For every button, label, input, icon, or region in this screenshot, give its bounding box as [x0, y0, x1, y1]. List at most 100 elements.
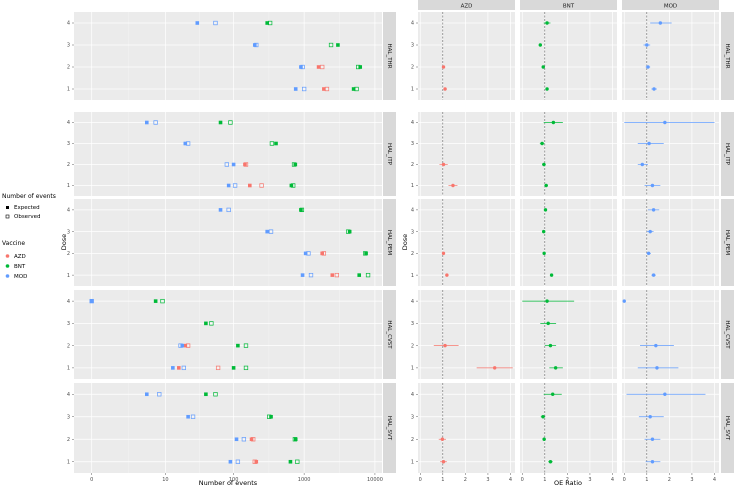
- strip-hal_itp: [721, 112, 734, 196]
- panel-hal_thr-azd: [418, 12, 515, 100]
- observed-point-mod: [235, 459, 241, 464]
- oe-point-mod: [658, 21, 663, 25]
- y-tick-label: 1: [67, 459, 70, 465]
- observed-point-azd: [243, 162, 249, 167]
- observed-point-bnt: [209, 321, 214, 326]
- panel-hal_thr: [74, 12, 382, 100]
- oe-point-bnt: [551, 120, 556, 125]
- expected-point-mod: [218, 208, 223, 212]
- strip-label-hal_svt: HAL_SVT: [386, 416, 392, 441]
- y-tick-label: 1: [411, 87, 414, 93]
- y-tick-label: 1: [67, 366, 70, 372]
- x-tick-label: 0: [623, 477, 626, 483]
- expected-point-mod: [144, 120, 149, 125]
- y-axis-title: Dose: [401, 234, 409, 250]
- expected-point-bnt: [236, 343, 240, 348]
- observed-point-bnt: [213, 392, 218, 397]
- panel-hal_svt-azd: [418, 383, 515, 473]
- legend-expected-symbol: [6, 206, 9, 209]
- y-tick-label: 4: [67, 299, 70, 305]
- legend-expected-label: Expected: [14, 205, 40, 211]
- oe-point-mod: [654, 343, 658, 348]
- x-tick-label: 1: [645, 477, 648, 483]
- x-axis-title: Number of events: [199, 479, 258, 485]
- y-tick-label: 4: [411, 208, 414, 214]
- y-axis-title: Dose: [60, 234, 68, 250]
- expected-point-mod: [265, 229, 269, 234]
- strip-label-hal_cvst: HAL_CVST: [386, 320, 392, 349]
- observed-point-bnt: [346, 229, 351, 234]
- legend: Number of events Expected Observed Vacci…: [2, 193, 56, 280]
- strip-label-hal_pem: HAL_PEM: [724, 230, 730, 256]
- strip-label-hal_cvst: HAL_CVST: [724, 320, 730, 349]
- oe-point-mod: [645, 43, 649, 47]
- oe-point-bnt: [541, 229, 546, 234]
- y-tick-label: 2: [67, 437, 70, 443]
- strip-label-mod: MOD: [664, 3, 677, 9]
- y-tick-label: 3: [67, 43, 70, 49]
- observed-point-bnt: [299, 207, 305, 213]
- oe-point-bnt: [551, 392, 555, 396]
- oe-point-bnt: [543, 208, 548, 212]
- panel-hal_pem-azd: [418, 199, 515, 286]
- panel-hal_thr-bnt: [520, 12, 617, 100]
- panel-hal_itp-azd: [418, 112, 515, 196]
- expected-point-mod: [293, 87, 298, 91]
- strip-mod: [622, 0, 719, 10]
- x-tick-label: 2: [566, 477, 569, 483]
- observed-point-azd: [215, 365, 221, 371]
- panel-hal_cvst-azd: [418, 290, 515, 379]
- expected-point-mod: [231, 162, 236, 167]
- strip-hal_svt: [383, 383, 396, 473]
- x-tick-label: 100: [229, 477, 239, 483]
- oe-point-azd: [441, 65, 446, 69]
- y-tick-label: 2: [67, 343, 70, 349]
- observed-point-bnt: [291, 162, 297, 167]
- oe-point-bnt: [548, 460, 553, 464]
- oe-point-bnt: [541, 65, 545, 69]
- expected-point-mod: [183, 141, 188, 146]
- x-tick-label: 0: [419, 477, 422, 483]
- observed-point-bnt: [292, 437, 298, 442]
- expected-point-mod: [144, 392, 149, 397]
- observed-point-mod: [268, 229, 274, 234]
- y-tick-label: 4: [67, 120, 70, 126]
- oe-point-mod: [663, 120, 667, 125]
- x-tick-label: 0: [521, 477, 524, 483]
- x-tick-label: 1: [441, 477, 444, 483]
- legend-observed-symbol: [5, 214, 10, 219]
- x-tick-label: 3: [690, 477, 693, 483]
- legend-bnt-label: BNT: [14, 264, 26, 270]
- expected-point-bnt: [293, 437, 298, 442]
- observed-point-mod: [300, 64, 305, 70]
- expected-point-mod: [195, 21, 200, 25]
- observed-point-bnt: [365, 272, 371, 278]
- y-tick-label: 3: [67, 141, 70, 147]
- legend-azd-label: AZD: [14, 254, 26, 260]
- expected-point-mod: [171, 366, 175, 370]
- y-tick-label: 4: [411, 120, 414, 126]
- oe-point-mod: [648, 415, 652, 419]
- expected-point-azd: [330, 273, 335, 277]
- expected-point-bnt: [204, 321, 208, 326]
- strip-hal_thr: [721, 12, 734, 100]
- y-tick-label: 4: [67, 392, 70, 398]
- observed-point-bnt: [243, 343, 249, 348]
- y-tick-label: 1: [411, 459, 414, 465]
- y-tick-label: 4: [411, 392, 414, 398]
- y-tick-label: 3: [67, 229, 70, 235]
- oe-point-azd: [441, 251, 446, 256]
- oe-point-azd: [440, 437, 445, 441]
- y-tick-label: 2: [411, 65, 414, 71]
- observed-point-azd: [324, 86, 330, 92]
- strip-label-azd: AZD: [461, 3, 473, 9]
- oe-point-bnt: [542, 162, 546, 167]
- strip-label-hal_pem: HAL_PEM: [386, 230, 392, 256]
- y-tick-label: 4: [411, 299, 414, 305]
- expected-point-bnt: [274, 141, 278, 146]
- panel-hal_itp: [74, 112, 382, 196]
- x-tick-label: 4: [713, 477, 716, 483]
- x-tick-label: 4: [509, 477, 512, 483]
- oe-point-bnt: [553, 366, 558, 370]
- strip-hal_thr: [383, 12, 396, 100]
